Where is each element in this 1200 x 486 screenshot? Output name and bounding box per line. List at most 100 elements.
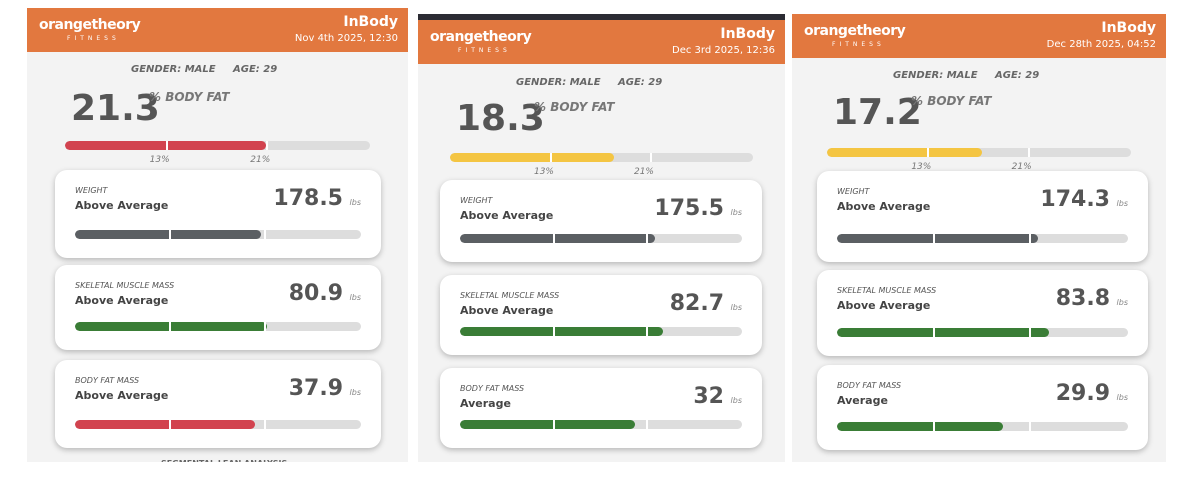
metric-label: WEIGHT — [460, 196, 493, 205]
metric-label: SKELETAL MUSCLE MASS — [460, 291, 560, 300]
metric-unit: lbs — [730, 208, 742, 217]
metric-fill — [460, 420, 635, 429]
metric-card: WEIGHT Above Average 178.5 lbs — [55, 170, 381, 258]
body-fat-bar — [450, 153, 753, 162]
footer-section: SEGMENTAL LEAN ANALYSIS — [161, 459, 287, 462]
metric-bar — [460, 420, 742, 429]
metric-label: BODY FAT MASS — [837, 381, 902, 390]
metric-fill — [837, 328, 1050, 337]
logo: orangetheory — [804, 23, 906, 39]
report-panel: orangetheory FITNESS InBody Dec 28th 2025, … — [792, 14, 1166, 462]
gender: GENDER: MALE — [893, 70, 978, 81]
body-fat-label: % BODY FAT — [911, 94, 992, 108]
metric-status: Average — [837, 394, 888, 407]
divider — [933, 234, 936, 243]
marker-label: 21% — [633, 167, 654, 177]
divider — [169, 420, 172, 429]
divider — [1029, 328, 1032, 337]
divider — [646, 327, 649, 336]
divider — [646, 234, 649, 243]
age: AGE: 29 — [618, 77, 663, 88]
body-fat-value: 18.3 — [456, 98, 545, 139]
metric-status: Above Average — [75, 389, 169, 402]
body-fat-value: 21.3 — [71, 88, 160, 129]
metric-label: WEIGHT — [75, 186, 108, 195]
divider — [646, 420, 649, 429]
body-fat-bar — [65, 141, 370, 150]
metric-card: SKELETAL MUSCLE MASS Above Average 80.9 lbs — [55, 265, 381, 350]
metric-label: WEIGHT — [837, 187, 870, 196]
metric-card: BODY FAT MASS Above Average 37.9 lbs — [55, 360, 381, 448]
logo-sub: FITNESS — [458, 47, 511, 54]
divider — [1027, 148, 1030, 157]
brand: InBody — [343, 14, 398, 30]
metric-unit: lbs — [1116, 199, 1128, 208]
metric-label: BODY FAT MASS — [75, 376, 140, 385]
metric-card: WEIGHT Above Average 174.3 lbs — [817, 171, 1148, 262]
body-fat-bar — [827, 148, 1131, 157]
divider — [169, 322, 172, 331]
divider — [549, 153, 552, 162]
metric-unit: lbs — [1116, 393, 1128, 402]
metric-value: 80.9 — [288, 281, 343, 306]
metric-bar — [460, 327, 742, 336]
divider — [266, 141, 269, 150]
divider — [263, 420, 266, 429]
divider — [1029, 422, 1032, 431]
metric-bar — [837, 234, 1128, 243]
metric-bar — [75, 230, 361, 239]
metric-card: SKELETAL MUSCLE MASS Above Average 83.8 lbs — [817, 270, 1148, 356]
header: orangetheory FITNESS InBody Dec 28th 2025, … — [792, 14, 1166, 58]
divider — [1029, 234, 1032, 243]
gender: GENDER: MALE — [516, 77, 601, 88]
report-panel: orangetheory FITNESS InBody Nov 4th 2025, 1… — [27, 8, 408, 462]
marker-label: 13% — [533, 167, 554, 177]
logo-sub: FITNESS — [832, 41, 885, 48]
marker-label: 13% — [911, 162, 932, 172]
divider — [553, 420, 556, 429]
logo-sub: FITNESS — [67, 35, 120, 42]
metric-status: Above Average — [75, 294, 169, 307]
metric-bar — [75, 322, 361, 331]
metric-unit: lbs — [730, 303, 742, 312]
body-fat-label: % BODY FAT — [534, 100, 615, 114]
header: orangetheory FITNESS InBody Nov 4th 2025, 1… — [27, 8, 408, 52]
metric-value: 178.5 — [273, 186, 343, 211]
body-fat-label: % BODY FAT — [149, 90, 230, 104]
metric-value: 82.7 — [669, 291, 724, 316]
divider — [553, 327, 556, 336]
brand: InBody — [720, 26, 775, 42]
divider — [933, 328, 936, 337]
body-fat-fill — [827, 148, 983, 157]
metric-card: BODY FAT MASS Average 29.9 lbs — [817, 365, 1148, 450]
date: Dec 28th 2025, 04:52 — [1046, 39, 1156, 50]
body-fat-fill — [450, 153, 614, 162]
metric-unit: lbs — [1116, 298, 1128, 307]
metric-label: SKELETAL MUSCLE MASS — [837, 286, 937, 295]
metric-value: 175.5 — [654, 196, 724, 221]
divider — [933, 422, 936, 431]
divider — [553, 234, 556, 243]
report-panel: orangetheory FITNESS InBody Dec 3rd 2025, 1… — [418, 14, 785, 462]
metric-label: SKELETAL MUSCLE MASS — [75, 281, 175, 290]
metric-bar — [460, 234, 742, 243]
metric-bar — [837, 422, 1128, 431]
marker-label: 21% — [250, 155, 271, 165]
date: Nov 4th 2025, 12:30 — [294, 33, 398, 44]
marker-label: 21% — [1011, 162, 1032, 172]
metric-card: SKELETAL MUSCLE MASS Above Average 82.7 lbs — [440, 275, 762, 355]
metric-fill — [75, 420, 256, 429]
metric-fill — [75, 230, 261, 239]
metric-bar — [837, 328, 1128, 337]
age: AGE: 29 — [233, 64, 278, 75]
date: Dec 3rd 2025, 12:36 — [672, 45, 775, 56]
metric-value: 29.9 — [1055, 381, 1110, 406]
metric-fill — [837, 234, 1038, 243]
metric-unit: lbs — [349, 198, 361, 207]
metric-value: 83.8 — [1055, 286, 1110, 311]
divider — [169, 230, 172, 239]
metric-bar — [75, 420, 361, 429]
metric-fill — [837, 422, 1003, 431]
marker-label: 13% — [149, 155, 170, 165]
metric-card: BODY FAT MASS Average 32 lbs — [440, 368, 762, 448]
